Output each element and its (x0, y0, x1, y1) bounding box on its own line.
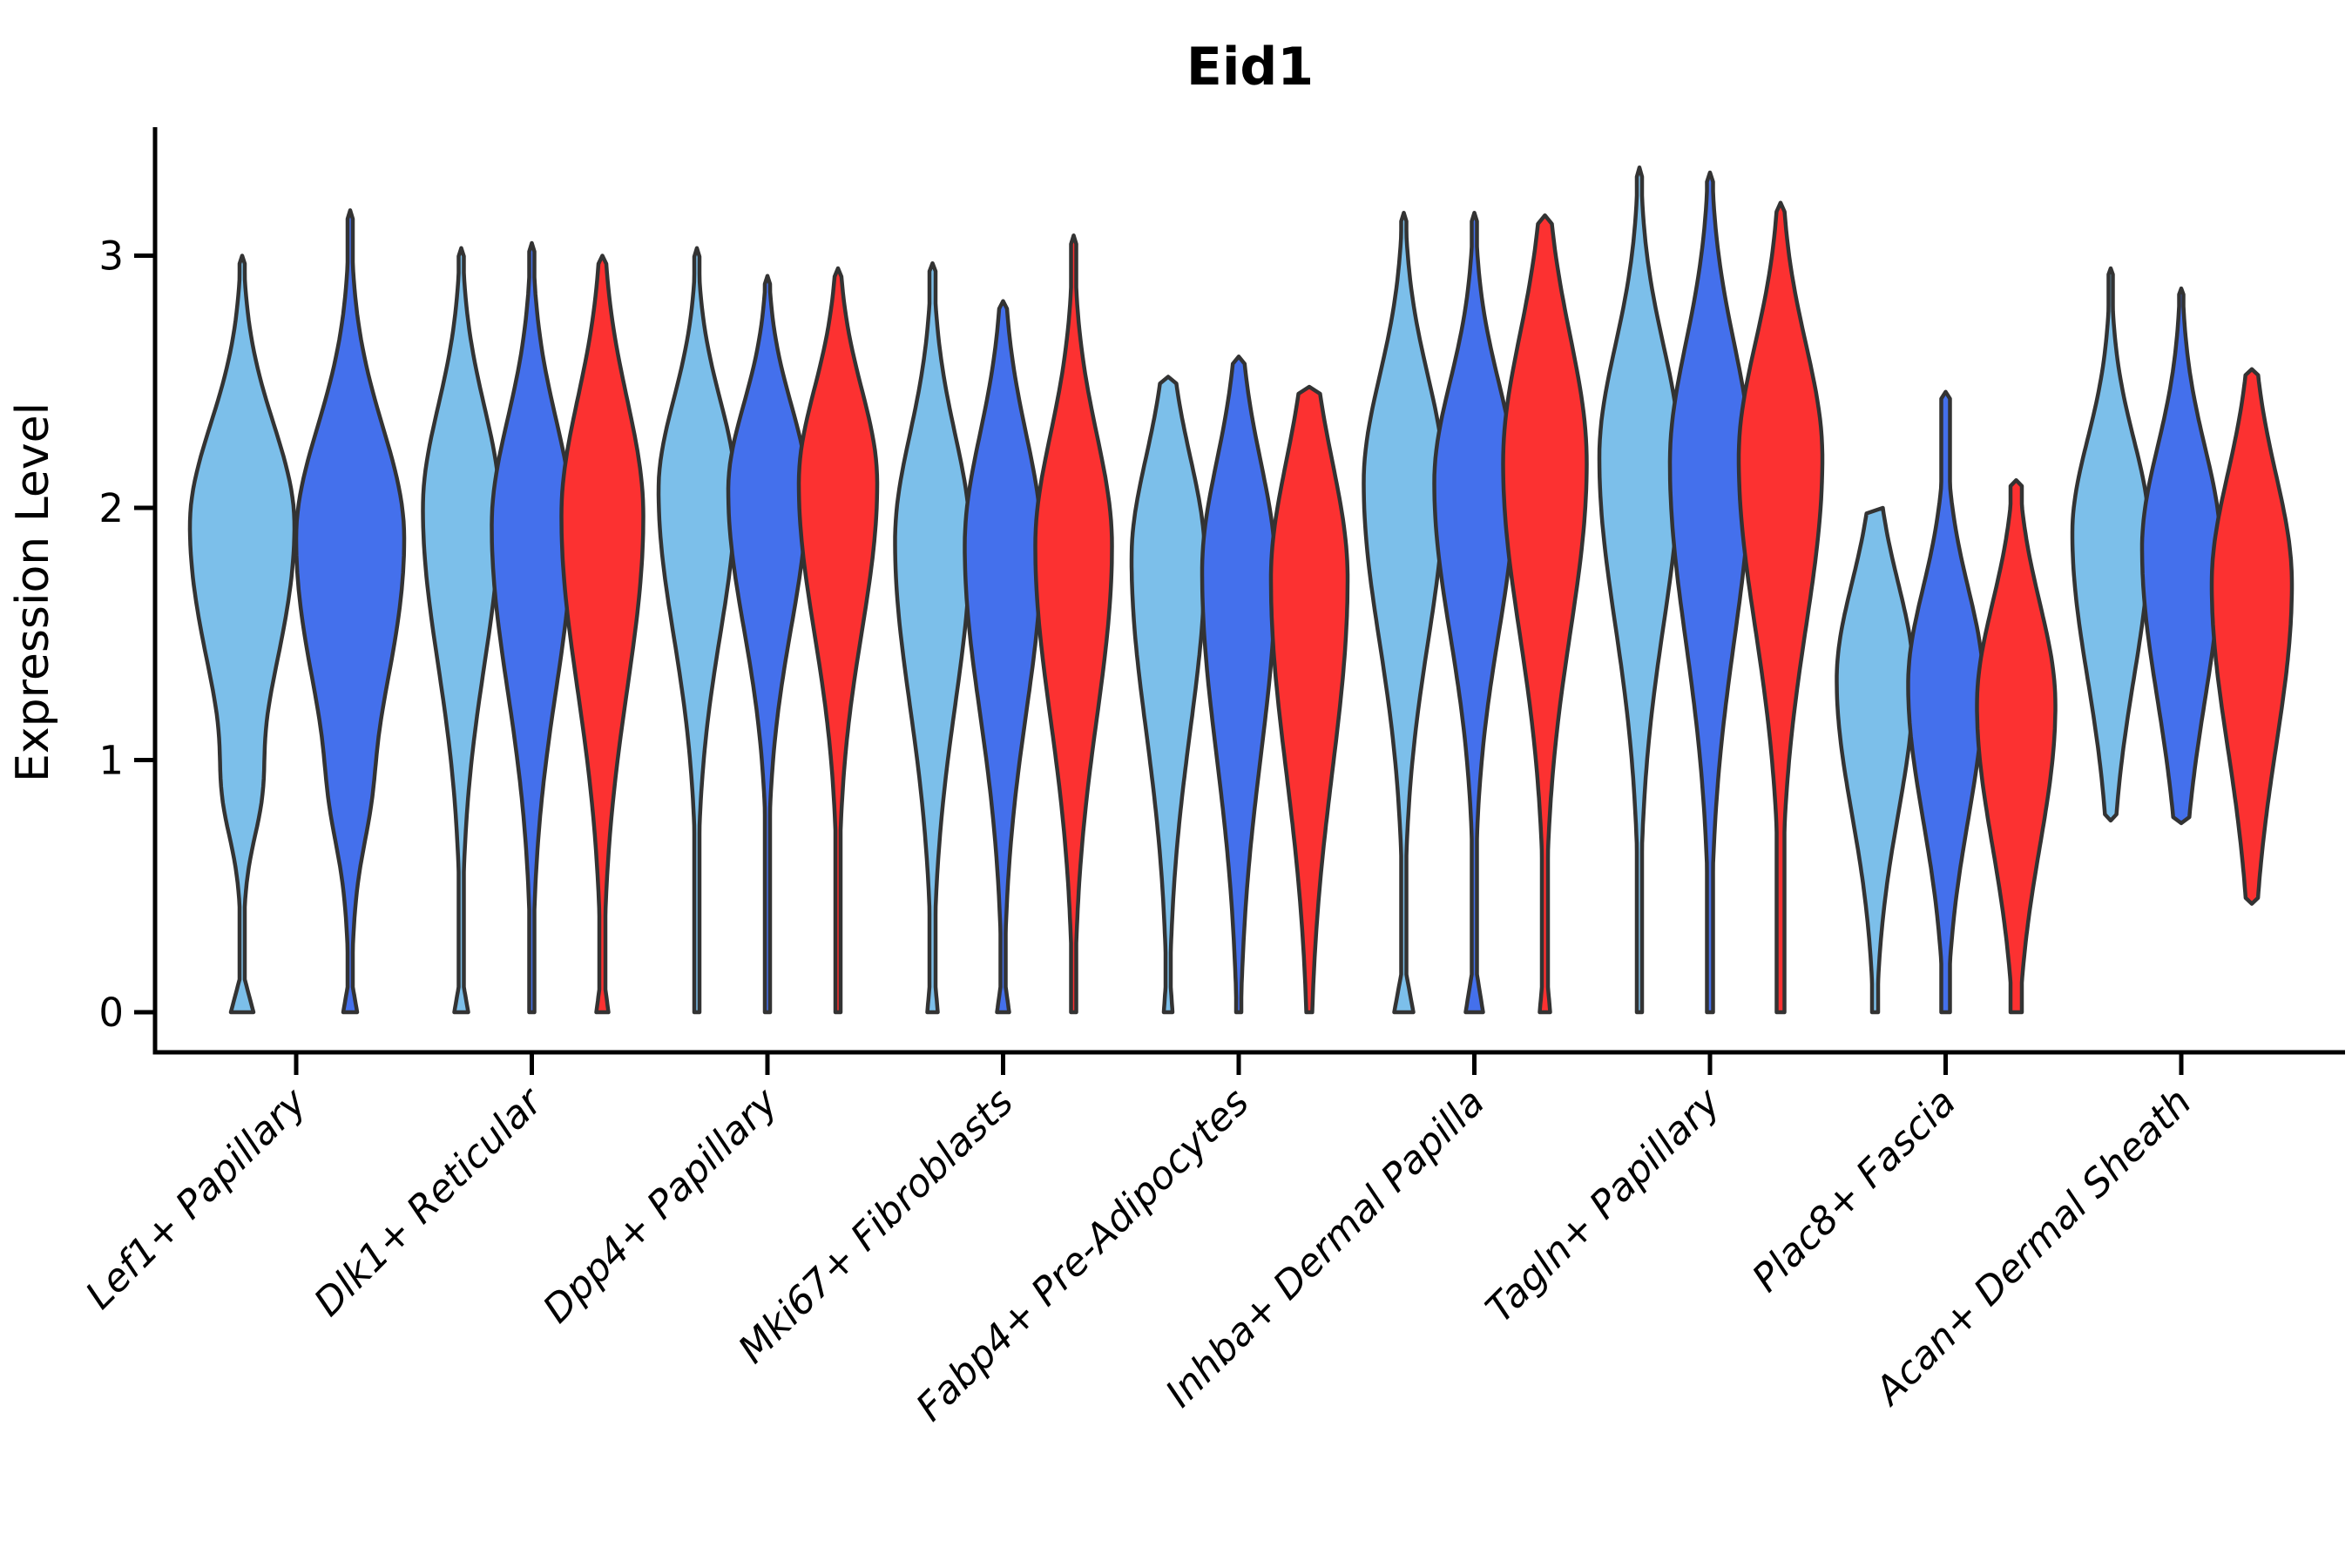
violin-lef1-papillary-split2 (294, 208, 407, 1015)
violin-mki67-fibroblasts-split1 (893, 260, 972, 1015)
violin-lef1-papillary-split1 (187, 253, 297, 1015)
violin-inhba-dermal-papilla-split2 (1432, 211, 1517, 1015)
x-tick-label-tagln-papillary: Tagln+ Papillary (1477, 1079, 1729, 1331)
y-tick-label-2: 2 (98, 485, 124, 531)
y-axis-label: Expression Level (7, 402, 59, 782)
violin-tagln-papillary-split2 (1667, 170, 1753, 1015)
axes-layer (152, 127, 2345, 1055)
violin-acan-dermal-sheath-split2 (2139, 286, 2223, 826)
x-tick-label-plac8-fascia: Plac8+ Fascia (1744, 1080, 1964, 1301)
violin-inhba-dermal-papilla-split1 (1362, 211, 1446, 1015)
violin-dpp4-papillary-split2 (726, 274, 809, 1015)
violin-acan-dermal-sheath-split3 (2209, 367, 2295, 906)
violin-fabp4-pre-adipocytes-split2 (1200, 355, 1278, 1015)
y-tick-label-0: 0 (98, 990, 124, 1036)
plot-title: Eid1 (1186, 37, 1314, 98)
violin-mki67-fibroblasts-split2 (963, 299, 1044, 1015)
violin-dpp4-papillary-split1 (656, 246, 738, 1015)
violin-mki67-fibroblasts-split3 (1033, 233, 1114, 1015)
violin-dlk1-reticular-split2 (490, 240, 574, 1015)
y-tick-label-3: 3 (98, 233, 124, 280)
violin-tagln-papillary-split1 (1597, 165, 1682, 1015)
violins-layer (187, 165, 2295, 1015)
x-tick-label-lef1-papillary: Lef1+ Papillary (78, 1079, 316, 1318)
x-tick-label-dpp4-papillary: Dpp4+ Papillary (535, 1079, 787, 1332)
x-tick-label-dlk1-reticular: Dlk1+ Reticular (306, 1078, 552, 1325)
violin-plac8-fascia-split2 (1906, 389, 1985, 1015)
y-tick-label-1: 1 (98, 738, 124, 784)
violin-fabp4-pre-adipocytes-split3 (1268, 384, 1350, 1015)
violin-tagln-papillary-split3 (1736, 200, 1825, 1015)
violin-plac8-fascia-split1 (1835, 505, 1916, 1015)
violin-acan-dermal-sheath-split1 (2070, 266, 2152, 823)
violin-plac8-fascia-split3 (1975, 477, 2058, 1015)
violin-dpp4-papillary-split3 (796, 266, 880, 1015)
violin-dlk1-reticular-split1 (421, 246, 502, 1015)
violin-inhba-dermal-papilla-split3 (1501, 213, 1589, 1015)
violin-fabp4-pre-adipocytes-split1 (1129, 375, 1207, 1015)
violin-dlk1-reticular-split3 (559, 253, 645, 1015)
y-axis-ticks: 0 1 2 3 (98, 233, 155, 1036)
